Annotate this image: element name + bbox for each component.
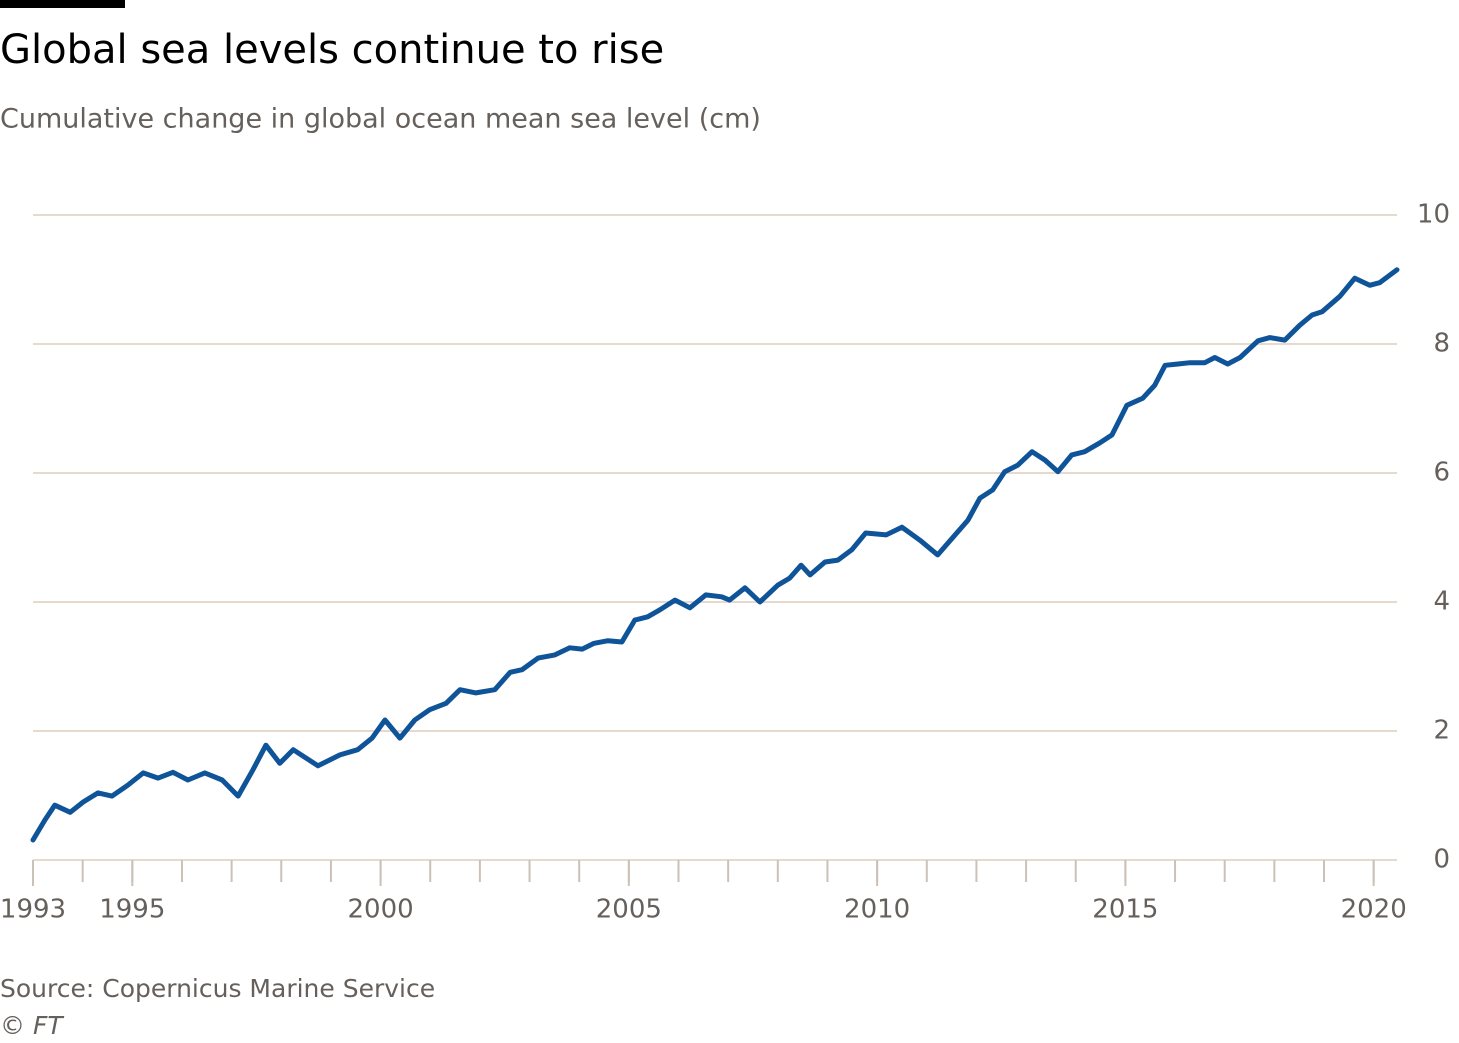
x-tick-label: 1993 [0, 895, 66, 925]
brand-bar [0, 0, 125, 8]
y-tick-label: 6 [1433, 458, 1450, 488]
x-tick-label: 1995 [99, 895, 165, 925]
x-tick-label: 2005 [596, 895, 662, 925]
y-tick-label: 2 [1433, 716, 1450, 746]
credit: © FT [0, 1011, 64, 1040]
y-tick-label: 4 [1433, 587, 1450, 617]
x-tick-label: 2020 [1341, 895, 1407, 925]
x-tick-label: 2000 [347, 895, 413, 925]
source: Source: Copernicus Marine Service [0, 974, 435, 1003]
chart-subtitle: Cumulative change in global ocean mean s… [0, 104, 761, 135]
y-tick-label: 0 [1433, 845, 1450, 875]
y-tick-label: 10 [1417, 200, 1450, 230]
x-tick-label: 2010 [844, 895, 910, 925]
x-tick-label: 2015 [1092, 895, 1158, 925]
y-tick-label: 8 [1433, 329, 1450, 359]
data-line [30, 267, 1400, 843]
chart-title: Global sea levels continue to rise [0, 27, 664, 73]
